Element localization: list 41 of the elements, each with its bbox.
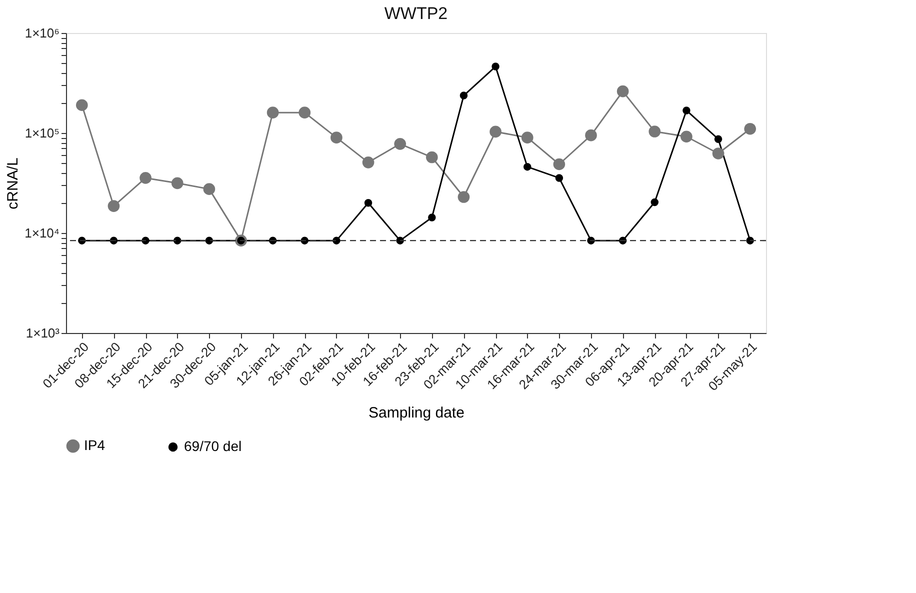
point bbox=[362, 156, 374, 168]
point bbox=[523, 162, 532, 171]
point bbox=[140, 172, 152, 184]
y-tick-label: 1×10⁶ bbox=[24, 26, 60, 40]
point bbox=[394, 138, 406, 150]
point bbox=[714, 135, 722, 143]
y-tick-label: 1×10⁵ bbox=[24, 126, 60, 140]
point bbox=[682, 106, 690, 114]
point bbox=[650, 198, 659, 206]
x-axis-title: Sampling date bbox=[368, 404, 464, 422]
point bbox=[173, 236, 182, 244]
point bbox=[266, 106, 279, 118]
point bbox=[298, 106, 311, 118]
point bbox=[364, 199, 372, 207]
point bbox=[648, 126, 661, 138]
point bbox=[585, 129, 597, 142]
point bbox=[428, 214, 436, 222]
point bbox=[108, 200, 120, 212]
legend-label: IP4 bbox=[84, 437, 106, 454]
point bbox=[490, 126, 502, 138]
y-tick-label: 1×10³ bbox=[26, 326, 60, 340]
legend-label: 69/70 del bbox=[184, 438, 242, 454]
point bbox=[458, 191, 470, 203]
point bbox=[521, 132, 534, 144]
point bbox=[171, 177, 184, 190]
point bbox=[76, 99, 88, 112]
point bbox=[555, 174, 564, 182]
y-axis-title: cRNA/L bbox=[4, 158, 22, 210]
chart-title: WWTP2 bbox=[384, 4, 448, 23]
point bbox=[492, 62, 500, 70]
point bbox=[553, 158, 566, 170]
point bbox=[426, 151, 438, 164]
point bbox=[205, 236, 214, 244]
y-tick-label: 1×10⁴ bbox=[24, 226, 60, 240]
point bbox=[203, 183, 216, 195]
point bbox=[744, 122, 756, 135]
point bbox=[680, 130, 692, 143]
point bbox=[616, 85, 629, 98]
point bbox=[330, 132, 342, 144]
point bbox=[460, 92, 468, 100]
point bbox=[712, 148, 724, 160]
